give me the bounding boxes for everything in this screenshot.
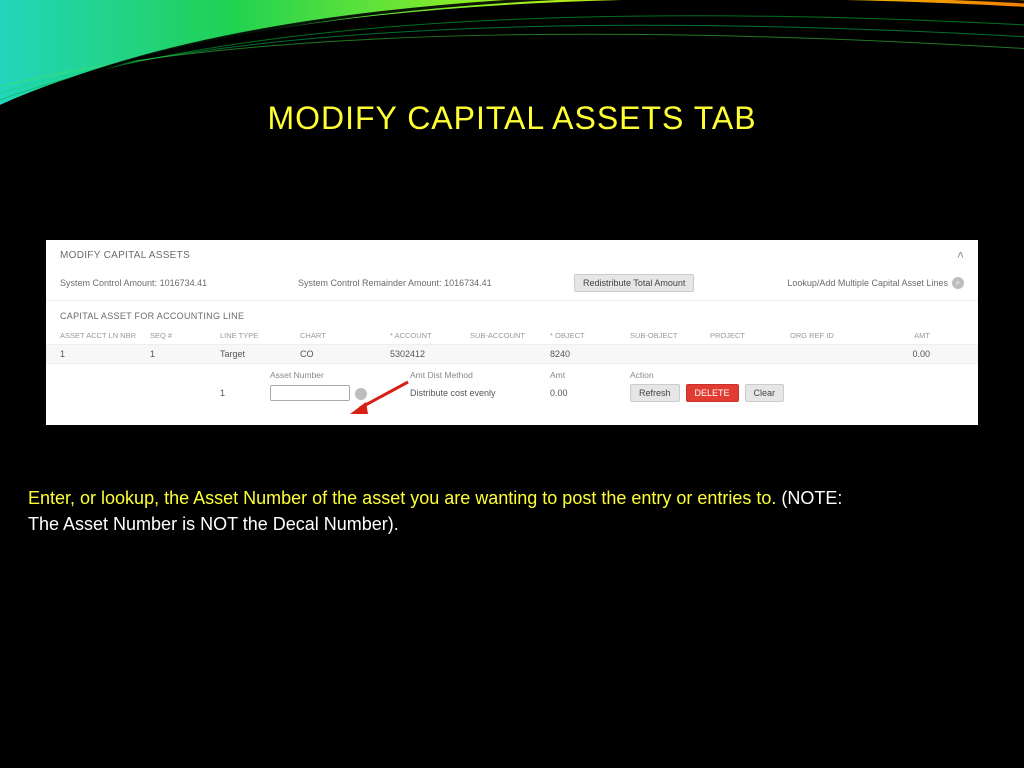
delete-button[interactable]: DELETE bbox=[686, 384, 739, 402]
col-org-ref-id: ORG REF ID bbox=[790, 331, 870, 340]
asset-number-lookup-icon[interactable] bbox=[355, 388, 367, 400]
col-object: * OBJECT bbox=[550, 331, 630, 340]
col-sub-account: SUB-ACCOUNT bbox=[470, 331, 550, 340]
col-asset-acct-ln-nbr: ASSET ACCT LN NBR bbox=[60, 331, 150, 340]
cell-asset-acct-ln-nbr: 1 bbox=[60, 349, 150, 359]
cell-line-type: Target bbox=[220, 349, 300, 359]
system-control-remainder-value: 1016734.41 bbox=[444, 278, 492, 288]
col-line-type: LINE TYPE bbox=[220, 331, 300, 340]
amt-dist-method-value: Distribute cost evenly bbox=[410, 388, 550, 398]
table-row: 1 1 Target CO 5302412 8240 0.00 bbox=[46, 345, 978, 364]
system-control-remainder-label: System Control Remainder Amount: bbox=[298, 278, 442, 288]
capital-asset-for-accounting-line-header: CAPITAL ASSET FOR ACCOUNTING LINE bbox=[46, 301, 978, 327]
cell-account: 5302412 bbox=[390, 349, 470, 359]
collapse-icon[interactable]: ˄ bbox=[957, 248, 964, 262]
control-row: System Control Amount: 1016734.41 System… bbox=[46, 268, 978, 301]
accounting-line-table: ASSET ACCT LN NBR SEQ # LINE TYPE CHART … bbox=[46, 327, 978, 364]
system-control-amount: System Control Amount: 1016734.41 bbox=[60, 278, 290, 288]
amt-dist-method-label: Amt Dist Method bbox=[410, 370, 550, 380]
col-sub-object: SUB-OBJECT bbox=[630, 331, 710, 340]
col-chart: CHART bbox=[300, 331, 390, 340]
instruction-note: Enter, or lookup, the Asset Number of th… bbox=[28, 485, 998, 537]
col-seq: SEQ # bbox=[150, 331, 220, 340]
action-cell: Refresh DELETE Clear bbox=[630, 384, 850, 402]
cell-amt: 0.00 bbox=[870, 349, 930, 359]
col-account: * ACCOUNT bbox=[390, 331, 470, 340]
asset-number-index: 1 bbox=[220, 388, 270, 398]
system-control-amount-label: System Control Amount: bbox=[60, 278, 157, 288]
note-line2-lead: (NOTE: bbox=[776, 488, 842, 508]
clear-button[interactable]: Clear bbox=[745, 384, 785, 402]
cell-object: 8240 bbox=[550, 349, 630, 359]
cell-chart: CO bbox=[300, 349, 390, 359]
asset-number-input[interactable] bbox=[270, 385, 350, 401]
table-header-row: ASSET ACCT LN NBR SEQ # LINE TYPE CHART … bbox=[46, 327, 978, 345]
panel-header: MODIFY CAPITAL ASSETS ˄ bbox=[46, 240, 978, 268]
cell-seq: 1 bbox=[150, 349, 220, 359]
amt-label: Amt bbox=[550, 370, 630, 380]
system-control-remainder: System Control Remainder Amount: 1016734… bbox=[298, 278, 518, 288]
asset-number-subheader-row: Asset Number Amt Dist Method Amt Action bbox=[46, 364, 978, 382]
modify-capital-assets-panel: MODIFY CAPITAL ASSETS ˄ System Control A… bbox=[46, 240, 978, 425]
system-control-amount-value: 1016734.41 bbox=[160, 278, 208, 288]
lookup-add-multiple-lines[interactable]: Lookup/Add Multiple Capital Asset Lines … bbox=[787, 277, 964, 289]
slide-title: MODIFY CAPITAL ASSETS TAB bbox=[0, 100, 1024, 137]
col-amt: AMT bbox=[870, 331, 930, 340]
panel-header-title: MODIFY CAPITAL ASSETS bbox=[60, 250, 190, 261]
refresh-button[interactable]: Refresh bbox=[630, 384, 680, 402]
asset-number-cell bbox=[270, 385, 410, 401]
action-label: Action bbox=[630, 370, 850, 380]
amt-value: 0.00 bbox=[550, 388, 630, 398]
asset-number-value-row: 1 Distribute cost evenly 0.00 Refresh DE… bbox=[46, 382, 978, 412]
note-line1: Enter, or lookup, the Asset Number of th… bbox=[28, 488, 776, 508]
lookup-icon[interactable]: ⌕ bbox=[952, 277, 964, 289]
redistribute-total-amount-button[interactable]: Redistribute Total Amount bbox=[574, 274, 694, 292]
lookup-add-label: Lookup/Add Multiple Capital Asset Lines bbox=[787, 278, 948, 288]
note-line2-rest: The Asset Number is NOT the Decal Number… bbox=[28, 514, 399, 534]
asset-number-label: Asset Number bbox=[270, 370, 410, 380]
col-project: PROJECT bbox=[710, 331, 790, 340]
